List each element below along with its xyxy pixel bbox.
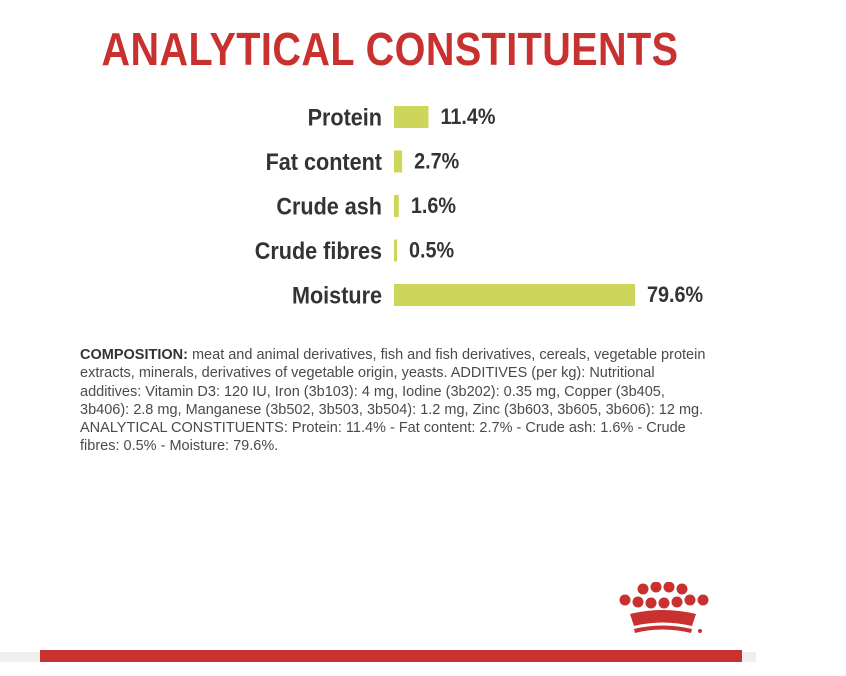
bar bbox=[394, 284, 635, 306]
bar bbox=[394, 239, 397, 262]
bottom-accent-bar bbox=[40, 650, 742, 662]
composition-label: COMPOSITION: bbox=[80, 347, 188, 363]
bar bbox=[394, 106, 429, 128]
royal-canin-crown-icon bbox=[619, 582, 709, 633]
value-label: 1.6% bbox=[411, 194, 456, 218]
category-label: Fat content bbox=[266, 148, 383, 175]
category-label: Protein bbox=[308, 103, 382, 130]
value-label: 2.7% bbox=[414, 149, 459, 173]
composition-text: COMPOSITION: meat and animal derivatives… bbox=[80, 346, 716, 456]
category-label: Crude ash bbox=[276, 192, 382, 219]
composition-body: meat and animal derivatives, fish and fi… bbox=[80, 347, 706, 455]
page-title: ANALYTICAL CONSTITUENTS bbox=[101, 23, 679, 75]
analytical-constituents-chart: Protein 11.4% Fat content 2.7% Crude ash 1.6%… bbox=[255, 103, 704, 308]
value-label: 0.5% bbox=[409, 238, 454, 262]
value-label: 11.4% bbox=[441, 105, 496, 129]
category-label: Crude fibres bbox=[255, 237, 382, 264]
category-label: Moisture bbox=[292, 281, 382, 308]
bar bbox=[394, 150, 403, 173]
bar bbox=[394, 195, 399, 217]
value-label: 79.6% bbox=[647, 283, 703, 307]
